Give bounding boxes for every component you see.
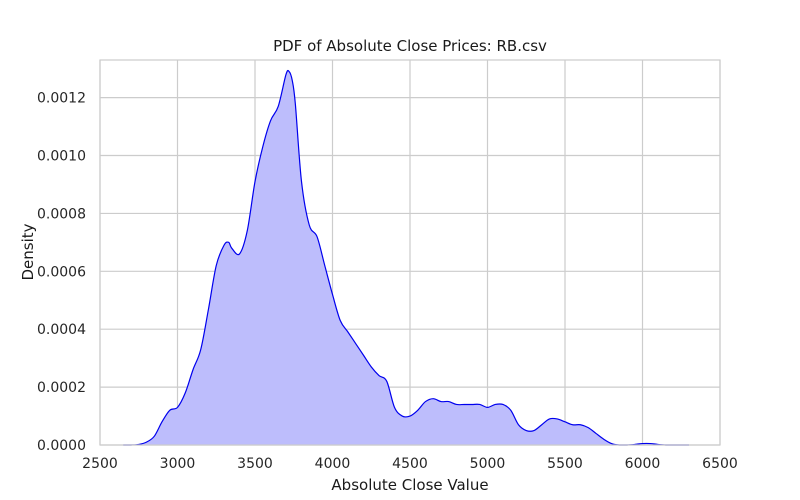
x-tick-label: 6500	[702, 456, 738, 472]
x-tick-label: 2500	[82, 456, 118, 472]
y-tick-label: 0.0010	[37, 149, 86, 165]
x-tick-label: 5500	[547, 456, 583, 472]
y-tick-label: 0.0002	[37, 380, 86, 396]
plot-frame	[99, 59, 721, 446]
y-tick-label: 0.0012	[37, 91, 86, 107]
x-tick-label: 3000	[160, 456, 196, 472]
chart-title: PDF of Absolute Close Prices: RB.csv	[273, 37, 547, 55]
x-tick-label: 6000	[625, 456, 661, 472]
y-tick-label: 0.0008	[37, 206, 86, 222]
y-tick-label: 0.0000	[37, 438, 86, 454]
x-tick-label: 5000	[470, 456, 506, 472]
y-axis-title: Density	[19, 223, 37, 280]
x-axis-title: Absolute Close Value	[331, 476, 488, 494]
x-tick-label: 3500	[237, 456, 273, 472]
x-tick-label: 4500	[392, 456, 428, 472]
x-tick-label: 4000	[315, 456, 351, 472]
density-area	[123, 70, 689, 445]
y-tick-label: 0.0004	[37, 322, 86, 338]
y-tick-labels: 0.0000 0.0002 0.0004 0.0006 0.0008 0.0010 0.00…	[37, 91, 86, 454]
y-tick-label: 0.0006	[37, 264, 86, 280]
density-line	[123, 69, 689, 446]
x-tick-labels: 2500 3000 3500 4000 4500 5000 5500 6000 6500	[82, 456, 738, 472]
